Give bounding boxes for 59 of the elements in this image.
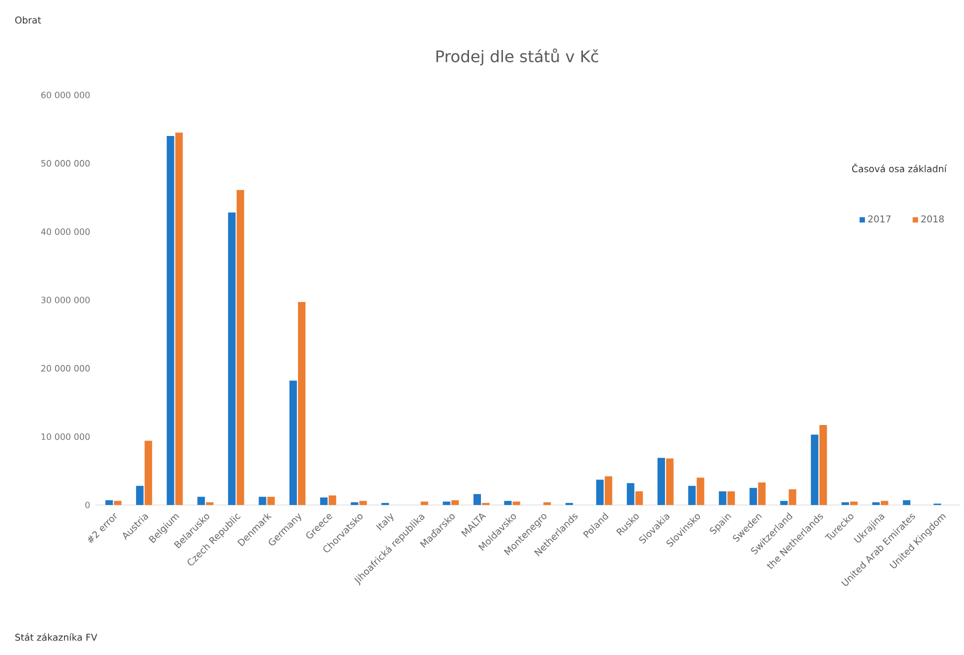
- bar: [902, 500, 910, 505]
- bar: [626, 483, 634, 505]
- bar: [228, 212, 236, 505]
- bar: [880, 500, 888, 505]
- bar: [197, 496, 205, 505]
- y-tick-label: 40 000 000: [41, 228, 90, 235]
- y-tick-label: 0: [85, 502, 90, 508]
- bar: [258, 496, 266, 505]
- bar: [850, 502, 858, 505]
- bar: [350, 502, 358, 505]
- bar: [788, 489, 796, 505]
- bar: [267, 496, 275, 505]
- bar: [105, 500, 113, 505]
- bar: [810, 434, 818, 505]
- y-tick-label: 30 000 000: [41, 296, 90, 304]
- text: Obrat: [15, 16, 41, 24]
- bar: [328, 495, 336, 505]
- bar: [872, 502, 880, 505]
- bar: [166, 136, 174, 505]
- bar: [727, 491, 735, 505]
- bar: [543, 502, 551, 505]
- bar: [175, 132, 183, 505]
- bar: [236, 190, 244, 505]
- bar: [596, 480, 604, 505]
- bar: [442, 502, 450, 505]
- bar: [298, 302, 306, 505]
- y-tick-label: 60 000 000: [41, 92, 90, 98]
- legend-title: Časová osa základní: [852, 163, 947, 172]
- bar: [420, 502, 428, 505]
- bar: [604, 476, 612, 505]
- bar: [473, 494, 481, 505]
- bar: [780, 500, 788, 505]
- bar: [688, 486, 696, 505]
- bar: [635, 491, 643, 505]
- bar: [136, 486, 144, 505]
- bar: [512, 502, 520, 505]
- chart-title: Prodej dle států v Kč: [436, 48, 598, 66]
- bar: [696, 478, 704, 505]
- bar: [842, 502, 850, 505]
- y-tick-label: 20 000 000: [41, 365, 90, 372]
- legend-label: 2018: [921, 215, 944, 222]
- y-tick-label: 10 000 000: [42, 433, 90, 440]
- bar: [758, 482, 766, 505]
- text: Stát zákazníka FV: [15, 633, 98, 641]
- bar: [114, 500, 122, 505]
- bar: [289, 380, 297, 505]
- bar: [718, 491, 726, 505]
- bar: [144, 440, 152, 505]
- bar: [206, 502, 214, 505]
- bar: [658, 458, 666, 505]
- bar: [320, 497, 328, 505]
- legend-label: 2017: [868, 215, 891, 222]
- bar: [666, 458, 674, 505]
- bar: [819, 425, 827, 505]
- bar: [451, 500, 459, 505]
- y-tick-label: 50 000 000: [41, 160, 90, 167]
- bar: [504, 500, 512, 505]
- bar: [750, 488, 758, 505]
- bar: [359, 500, 367, 505]
